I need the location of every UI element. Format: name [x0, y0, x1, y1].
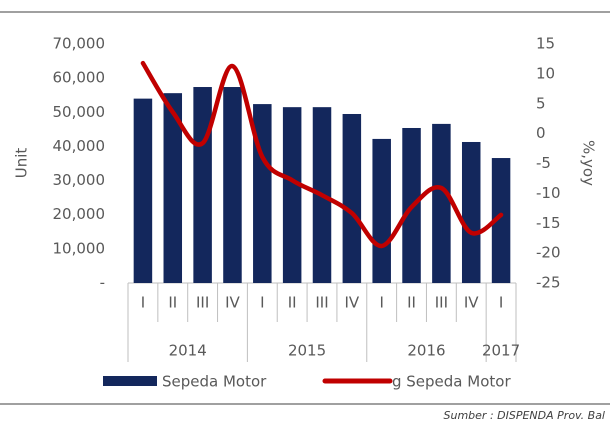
x-tick-label: IV — [225, 294, 240, 312]
y-tick-label: 30,000 — [53, 171, 106, 189]
x-tick-label: I — [141, 294, 145, 312]
legend-swatch — [103, 376, 157, 386]
legend-label: g Sepeda Motor — [392, 373, 511, 391]
y-tick-label: - — [100, 274, 105, 292]
y-tick-label: 20,000 — [53, 205, 106, 223]
x-tick-label: II — [168, 294, 177, 312]
x-tick-label: III — [196, 294, 209, 312]
bar — [163, 93, 183, 283]
x-tick-label: II — [407, 294, 416, 312]
x-tick-label: III — [315, 294, 328, 312]
group-label: 2014 — [169, 342, 207, 360]
x-tick-label: III — [435, 294, 448, 312]
group-label: 2017 — [482, 342, 520, 360]
x-tick-label: I — [260, 294, 264, 312]
y2-tick-label: 15 — [536, 35, 555, 53]
y2-tick-label: 5 — [536, 94, 546, 112]
bar — [491, 158, 511, 283]
y2-tick-label: -15 — [536, 214, 561, 232]
bar — [432, 123, 451, 283]
x-tick-label: IV — [345, 294, 360, 312]
x-tick-label: I — [499, 294, 503, 312]
group-label: 2016 — [407, 342, 445, 360]
bar — [461, 141, 481, 283]
y-tick-label: 10,000 — [53, 239, 106, 257]
y2-tick-label: -5 — [536, 154, 551, 172]
y2-tick-label: -20 — [536, 244, 561, 262]
group-label: 2015 — [288, 342, 326, 360]
y2-tick-label: -25 — [536, 274, 561, 292]
y2-tick-label: 10 — [536, 64, 555, 82]
x-tick-label: IV — [464, 294, 479, 312]
bar — [372, 138, 391, 283]
y-tick-label: 70,000 — [53, 35, 106, 53]
y-tick-label: 60,000 — [53, 69, 106, 87]
x-tick-label: I — [379, 294, 383, 312]
bar — [342, 113, 362, 283]
bar — [223, 87, 242, 284]
line — [140, 60, 504, 249]
y-axis-label: Unit — [13, 148, 31, 179]
bar — [133, 98, 153, 283]
bar — [282, 107, 302, 284]
x-tick-label: II — [288, 294, 297, 312]
source-note: Sumber : DISPENDA Prov. Bal — [444, 409, 605, 422]
y-tick-label: 50,000 — [53, 103, 106, 121]
y2-tick-label: 0 — [536, 124, 546, 142]
bar — [193, 87, 212, 284]
y2-tick-label: -10 — [536, 184, 561, 202]
legend-label: Sepeda Motor — [162, 373, 267, 391]
y2-axis-label: %,yoy — [580, 140, 598, 186]
y-tick-label: 40,000 — [53, 137, 106, 155]
